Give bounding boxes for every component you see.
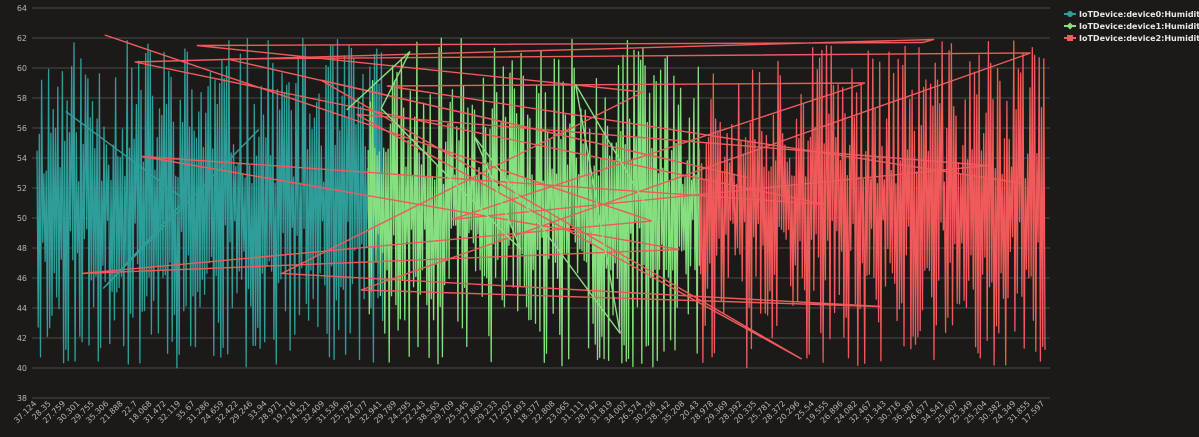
legend: IoTDevice:device0:Humidity IoTDevice:devi… xyxy=(1064,10,1199,43)
y-tick-label: 60 xyxy=(17,64,27,73)
y-tick-label: 64 xyxy=(17,4,27,13)
series-connector-1 xyxy=(346,50,657,334)
series-line-1 xyxy=(367,37,701,368)
legend-marker-square xyxy=(1067,35,1073,41)
legend-entry[interactable]: IoTDevice:device0:Humidity xyxy=(1079,10,1199,19)
legend-marker-circle xyxy=(1067,11,1073,17)
y-tick-label: 42 xyxy=(17,334,27,343)
y-tick-label: 56 xyxy=(17,124,27,133)
series-connector-0 xyxy=(81,34,1031,360)
y-tick-label: 46 xyxy=(17,274,27,283)
y-tick-label: 54 xyxy=(17,154,27,163)
legend-entry[interactable]: IoTDevice:device2:Humidity xyxy=(1079,34,1199,43)
y-tick-label: 50 xyxy=(17,214,27,223)
legend-marker-diamond xyxy=(1066,22,1074,30)
y-tick-label: 38 xyxy=(17,394,27,403)
y-tick-label: 40 xyxy=(17,364,27,373)
series-connector-2 xyxy=(65,110,260,289)
y-tick-label: 48 xyxy=(17,244,27,253)
y-tick-label: 44 xyxy=(17,304,27,313)
y-tick-label: 52 xyxy=(17,184,27,193)
legend-entry[interactable]: IoTDevice:device1:Humidity xyxy=(1079,22,1199,31)
y-tick-label: 62 xyxy=(17,34,27,43)
series-line-2 xyxy=(698,40,1046,369)
y-tick-label: 58 xyxy=(17,94,27,103)
series-line-0 xyxy=(36,37,384,369)
